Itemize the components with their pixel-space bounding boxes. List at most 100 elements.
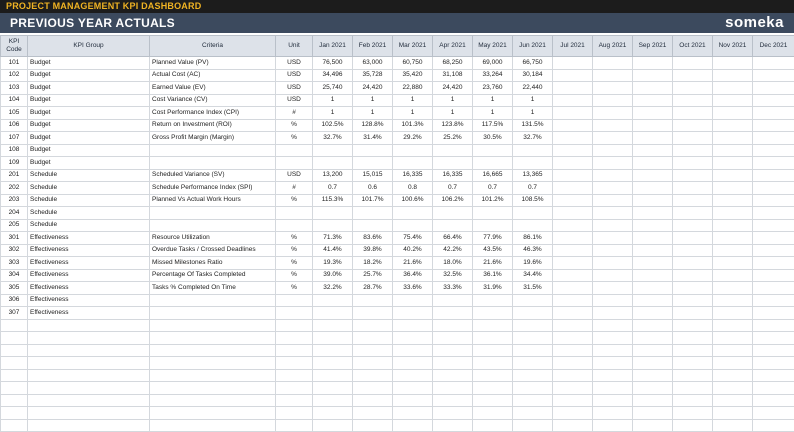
- table-cell[interactable]: [673, 407, 713, 420]
- table-cell[interactable]: [553, 182, 593, 195]
- table-cell[interactable]: USD: [276, 57, 313, 70]
- table-cell[interactable]: [753, 394, 794, 407]
- table-cell[interactable]: [353, 207, 393, 220]
- table-cell[interactable]: [713, 107, 753, 120]
- table-cell[interactable]: [433, 157, 473, 170]
- table-cell[interactable]: [313, 307, 353, 320]
- table-cell[interactable]: [393, 144, 433, 157]
- table-cell[interactable]: [513, 369, 553, 382]
- table-cell[interactable]: 0.7: [433, 182, 473, 195]
- table-cell[interactable]: [673, 357, 713, 370]
- table-cell[interactable]: [553, 257, 593, 270]
- table-cell[interactable]: [673, 332, 713, 345]
- table-cell[interactable]: 202: [1, 182, 28, 195]
- table-cell[interactable]: [593, 132, 633, 145]
- table-cell[interactable]: [713, 94, 753, 107]
- table-cell[interactable]: [150, 294, 276, 307]
- table-cell[interactable]: 107: [1, 132, 28, 145]
- table-cell[interactable]: Gross Profit Margin (Margin): [150, 132, 276, 145]
- table-cell[interactable]: [673, 82, 713, 95]
- table-cell[interactable]: 100.6%: [393, 194, 433, 207]
- table-cell[interactable]: [713, 119, 753, 132]
- table-cell[interactable]: [513, 307, 553, 320]
- table-cell[interactable]: [1, 369, 28, 382]
- table-cell[interactable]: [633, 257, 673, 270]
- table-cell[interactable]: [473, 357, 513, 370]
- table-cell[interactable]: 1: [473, 94, 513, 107]
- table-cell[interactable]: [673, 144, 713, 157]
- table-cell[interactable]: [713, 369, 753, 382]
- table-cell[interactable]: 128.8%: [353, 119, 393, 132]
- table-cell[interactable]: [313, 332, 353, 345]
- table-cell[interactable]: 39.0%: [313, 269, 353, 282]
- table-cell[interactable]: 32.7%: [313, 132, 353, 145]
- table-cell[interactable]: 123.8%: [433, 119, 473, 132]
- table-cell[interactable]: [753, 269, 794, 282]
- table-cell[interactable]: 71.3%: [313, 232, 353, 245]
- table-cell[interactable]: 86.1%: [513, 232, 553, 245]
- table-cell[interactable]: [753, 369, 794, 382]
- table-cell[interactable]: %: [276, 232, 313, 245]
- table-cell[interactable]: Schedule Performance Index (SPI): [150, 182, 276, 195]
- table-cell[interactable]: [593, 369, 633, 382]
- table-cell[interactable]: [553, 344, 593, 357]
- table-cell[interactable]: Percentage Of Tasks Completed: [150, 269, 276, 282]
- table-cell[interactable]: [393, 157, 433, 170]
- table-cell[interactable]: [150, 394, 276, 407]
- table-cell[interactable]: [713, 244, 753, 257]
- table-cell[interactable]: [593, 257, 633, 270]
- table-cell[interactable]: [276, 332, 313, 345]
- table-cell[interactable]: 13,365: [513, 169, 553, 182]
- table-cell[interactable]: [593, 419, 633, 432]
- table-cell[interactable]: [673, 57, 713, 70]
- table-cell[interactable]: [473, 344, 513, 357]
- table-cell[interactable]: Effectiveness: [28, 282, 150, 295]
- table-cell[interactable]: [150, 382, 276, 395]
- table-cell[interactable]: [553, 269, 593, 282]
- table-cell[interactable]: [713, 157, 753, 170]
- table-cell[interactable]: Budget: [28, 119, 150, 132]
- table-cell[interactable]: 16,665: [473, 169, 513, 182]
- table-cell[interactable]: [753, 319, 794, 332]
- table-cell[interactable]: 40.2%: [393, 244, 433, 257]
- table-cell[interactable]: [150, 369, 276, 382]
- table-cell[interactable]: [673, 244, 713, 257]
- table-cell[interactable]: [313, 207, 353, 220]
- table-cell[interactable]: [313, 144, 353, 157]
- table-cell[interactable]: 0.7: [473, 182, 513, 195]
- table-cell[interactable]: 115.3%: [313, 194, 353, 207]
- table-cell[interactable]: [753, 344, 794, 357]
- table-cell[interactable]: 31.9%: [473, 282, 513, 295]
- table-cell[interactable]: [393, 382, 433, 395]
- table-cell[interactable]: [353, 369, 393, 382]
- table-cell[interactable]: 0.7: [313, 182, 353, 195]
- table-cell[interactable]: [150, 344, 276, 357]
- table-cell[interactable]: [276, 369, 313, 382]
- table-cell[interactable]: [553, 94, 593, 107]
- table-cell[interactable]: [753, 157, 794, 170]
- table-cell[interactable]: [276, 219, 313, 232]
- table-cell[interactable]: [513, 407, 553, 420]
- table-cell[interactable]: 32.5%: [433, 269, 473, 282]
- table-cell[interactable]: USD: [276, 69, 313, 82]
- table-cell[interactable]: [713, 144, 753, 157]
- table-cell[interactable]: [633, 307, 673, 320]
- column-header[interactable]: Sep 2021: [633, 36, 673, 57]
- column-header[interactable]: Mar 2021: [393, 36, 433, 57]
- table-cell[interactable]: 68,250: [433, 57, 473, 70]
- table-cell[interactable]: [753, 382, 794, 395]
- table-cell[interactable]: 66,750: [513, 57, 553, 70]
- column-header[interactable]: Feb 2021: [353, 36, 393, 57]
- table-cell[interactable]: [513, 394, 553, 407]
- table-cell[interactable]: Overdue Tasks / Crossed Deadlines: [150, 244, 276, 257]
- table-cell[interactable]: [633, 357, 673, 370]
- table-cell[interactable]: 0.6: [353, 182, 393, 195]
- table-cell[interactable]: 29.2%: [393, 132, 433, 145]
- table-cell[interactable]: Resource Utilization: [150, 232, 276, 245]
- table-cell[interactable]: [753, 357, 794, 370]
- table-cell[interactable]: [276, 382, 313, 395]
- table-cell[interactable]: [713, 357, 753, 370]
- table-cell[interactable]: [553, 369, 593, 382]
- table-cell[interactable]: [473, 319, 513, 332]
- table-cell[interactable]: [753, 144, 794, 157]
